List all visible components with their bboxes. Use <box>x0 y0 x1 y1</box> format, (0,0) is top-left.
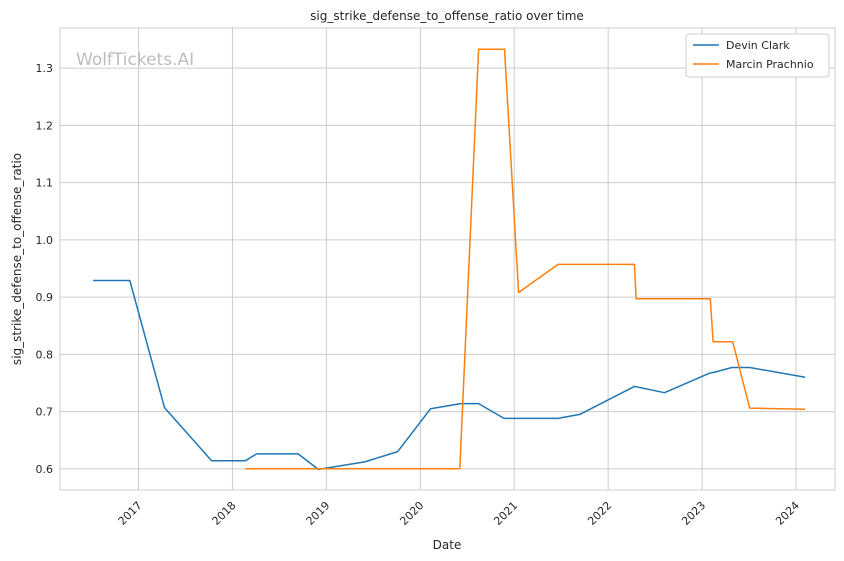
x-axis-label: Date <box>433 538 462 552</box>
x-tick-label: 2022 <box>585 499 614 528</box>
y-tick-label: 1.3 <box>36 62 54 75</box>
plot-frame <box>59 27 836 491</box>
legend-label-marcin-prachnio: Marcin Prachnio <box>726 58 814 71</box>
x-tick-label: 2017 <box>116 499 145 528</box>
y-tick-label: 1.2 <box>36 119 54 132</box>
legend-box <box>685 33 830 78</box>
x-tick-label: 2024 <box>773 499 802 528</box>
chart-title: sig_strike_defense_to_offense_ratio over… <box>310 9 584 23</box>
watermark: WolfTickets.AI <box>76 50 194 70</box>
grid <box>60 28 835 490</box>
x-tick-label: 2018 <box>210 499 239 528</box>
y-tick-label: 0.8 <box>36 348 54 361</box>
x-tick-label: 2019 <box>304 499 333 528</box>
y-tick-label: 0.6 <box>36 463 54 476</box>
legend-label-devin-clark: Devin Clark <box>726 39 790 52</box>
series-line-marcin-prachnio <box>245 48 806 470</box>
y-tick-label: 0.9 <box>36 291 54 304</box>
y-tick-label: 1.1 <box>36 177 54 190</box>
x-tick-label: 2023 <box>679 499 708 528</box>
y-axis-label: sig_strike_defense_to_offense_ratio <box>10 153 24 365</box>
y-tick-label: 1.0 <box>36 234 54 247</box>
x-tick-label: 2020 <box>397 499 426 528</box>
series-line-devin-clark <box>93 279 806 471</box>
x-tick-label: 2021 <box>491 499 520 528</box>
legend: Devin Clark Marcin Prachnio <box>685 33 830 78</box>
tick-labels: 2017 2018 2019 2020 2021 2022 2023 2024 0.6 0.7 0.… <box>36 62 803 528</box>
series-lines <box>93 48 806 471</box>
y-tick-label: 0.7 <box>36 406 54 419</box>
